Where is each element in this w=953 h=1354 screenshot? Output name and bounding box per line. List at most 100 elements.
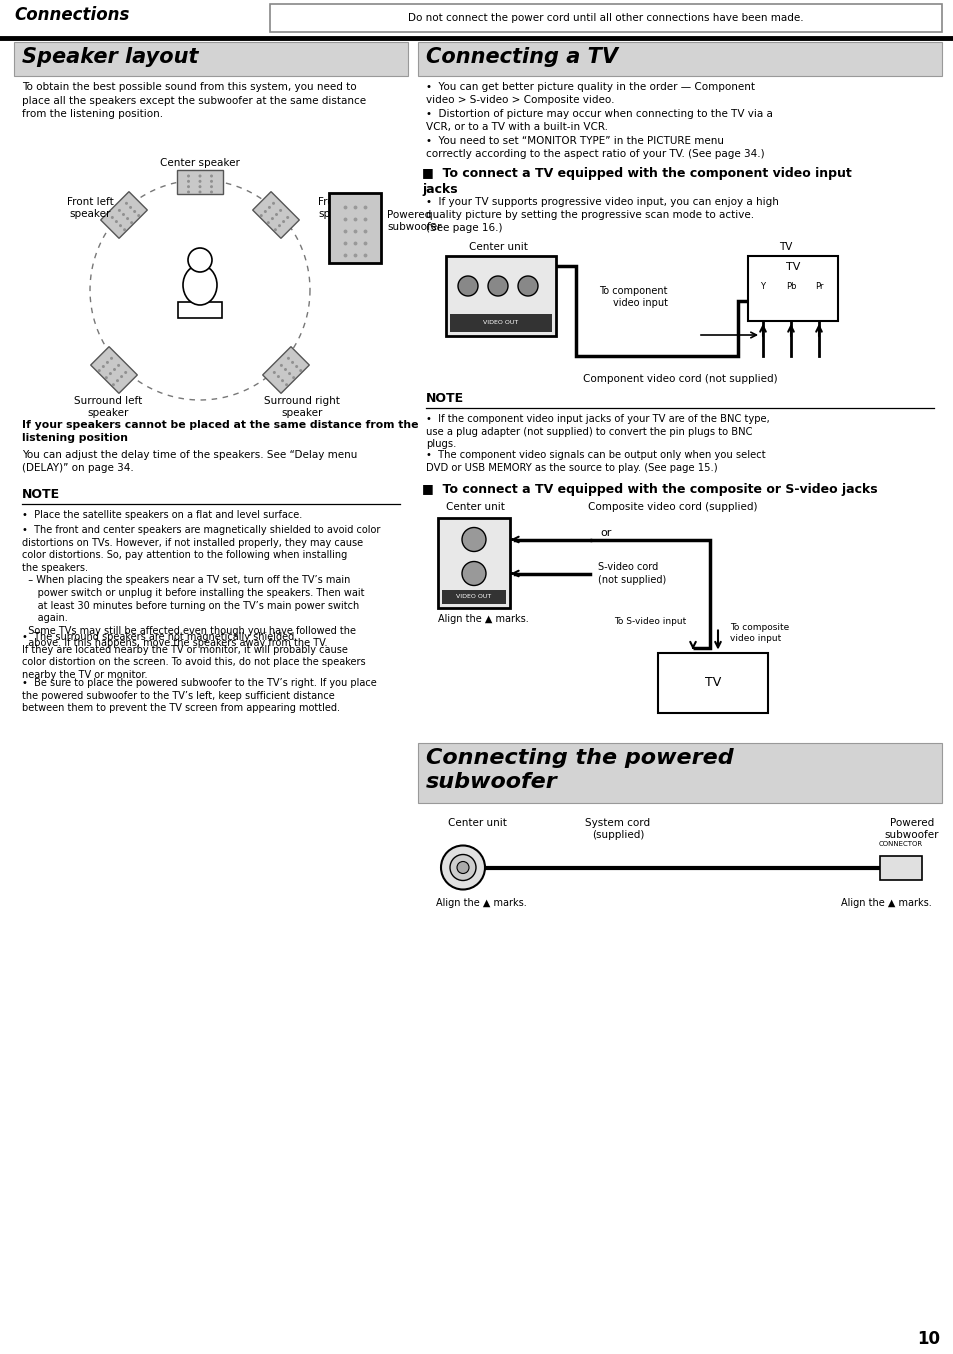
Circle shape [109, 372, 112, 375]
Circle shape [285, 383, 288, 386]
Circle shape [450, 854, 476, 880]
Text: Front left
speaker: Front left speaker [67, 196, 113, 219]
Circle shape [123, 229, 126, 232]
Circle shape [198, 180, 201, 183]
Text: To S-video input: To S-video input [613, 617, 685, 627]
Circle shape [198, 175, 201, 177]
Circle shape [299, 370, 302, 372]
Text: CONNECTOR: CONNECTOR [878, 841, 923, 848]
Text: •  If the component video input jacks of your TV are of the BNC type,
use a plug: • If the component video input jacks of … [426, 414, 769, 450]
Circle shape [268, 206, 271, 209]
Circle shape [210, 175, 213, 177]
Circle shape [137, 214, 140, 217]
Bar [417, 42, 941, 76]
Text: Surround right
speaker: Surround right speaker [264, 395, 339, 418]
Text: TV: TV [785, 263, 800, 272]
Circle shape [279, 209, 282, 213]
Circle shape [198, 185, 201, 188]
Text: S-video cord
(not supplied): S-video cord (not supplied) [598, 562, 665, 585]
Circle shape [187, 191, 190, 194]
Circle shape [112, 383, 114, 386]
Circle shape [97, 370, 101, 372]
Text: Align the ▲ marks.: Align the ▲ marks. [841, 898, 931, 907]
Text: •  If your TV supports progressive video input, you can enjoy a high
quality pic: • If your TV supports progressive video … [426, 196, 778, 233]
Bar [14, 42, 408, 76]
Circle shape [292, 376, 294, 379]
Circle shape [271, 217, 274, 221]
Bar [747, 256, 837, 321]
Text: •  The front and center speakers are magnetically shielded to avoid color
distor: • The front and center speakers are magn… [22, 525, 380, 649]
Text: TV: TV [779, 242, 792, 252]
Circle shape [288, 372, 291, 375]
Bar [450, 314, 552, 332]
Circle shape [119, 225, 122, 227]
Text: If your speakers cannot be placed at the same distance from the
listening positi: If your speakers cannot be placed at the… [22, 420, 418, 443]
Circle shape [274, 229, 276, 232]
Text: To component
video input: To component video input [598, 286, 667, 309]
Circle shape [273, 371, 275, 374]
Bar [417, 742, 941, 803]
Circle shape [294, 366, 298, 368]
Text: To composite
video input: To composite video input [729, 623, 788, 643]
Circle shape [106, 362, 109, 364]
Circle shape [440, 845, 484, 890]
Circle shape [457, 276, 477, 297]
Text: •  The surround speakers are not magnetically shielded.
If they are located near: • The surround speakers are not magnetic… [22, 632, 365, 680]
Bar [658, 653, 767, 712]
Text: Speaker layout: Speaker layout [22, 47, 198, 66]
Bar [879, 856, 921, 880]
Bar [437, 517, 510, 608]
Text: Pb: Pb [785, 282, 796, 291]
Circle shape [456, 861, 469, 873]
Text: Surround left
speaker: Surround left speaker [73, 395, 142, 418]
Text: Center speaker: Center speaker [160, 158, 240, 168]
Text: 10: 10 [916, 1330, 939, 1349]
Circle shape [264, 210, 267, 213]
Text: To obtain the best possible sound from this system, you need to
place all the sp: To obtain the best possible sound from t… [22, 83, 366, 119]
Text: Pr: Pr [814, 282, 822, 291]
Circle shape [198, 191, 201, 194]
Text: You can adjust the delay time of the speakers. See “Delay menu
(DELAY)” on page : You can adjust the delay time of the spe… [22, 450, 357, 473]
Bar [0, 0, 953, 38]
Circle shape [117, 364, 120, 367]
Text: Powered
subwoofer: Powered subwoofer [387, 210, 441, 232]
Circle shape [279, 364, 283, 367]
Text: Align the ▲ marks.: Align the ▲ marks. [437, 613, 528, 623]
Text: VIDEO OUT: VIDEO OUT [456, 594, 491, 598]
Bar [270, 4, 941, 32]
Circle shape [291, 362, 294, 364]
Circle shape [110, 357, 112, 360]
Circle shape [124, 371, 127, 374]
Bar [101, 192, 147, 238]
Circle shape [112, 368, 116, 371]
Circle shape [187, 180, 190, 183]
Text: Connecting a TV: Connecting a TV [426, 47, 618, 66]
Circle shape [130, 221, 133, 225]
Text: •  Distortion of picture may occur when connecting to the TV via a
VCR, or to a : • Distortion of picture may occur when c… [426, 110, 772, 133]
Text: or: or [599, 528, 611, 538]
Circle shape [276, 375, 279, 378]
Circle shape [284, 368, 287, 371]
Circle shape [105, 376, 108, 379]
Circle shape [122, 213, 125, 217]
Text: NOTE: NOTE [426, 393, 464, 405]
Bar [177, 171, 223, 194]
Circle shape [120, 375, 123, 378]
Text: NOTE: NOTE [22, 487, 60, 501]
Circle shape [102, 366, 105, 368]
Bar [441, 589, 505, 604]
Circle shape [118, 209, 121, 213]
Circle shape [488, 276, 507, 297]
Bar [329, 194, 380, 263]
Circle shape [286, 217, 289, 219]
Ellipse shape [183, 265, 216, 305]
Circle shape [282, 221, 285, 223]
Bar [178, 302, 222, 318]
Circle shape [281, 379, 284, 382]
Bar [253, 192, 299, 238]
Circle shape [210, 180, 213, 183]
Text: Connecting the powered
subwoofer: Connecting the powered subwoofer [426, 749, 733, 792]
Circle shape [187, 175, 190, 177]
Circle shape [187, 185, 190, 188]
Text: Composite video cord (supplied): Composite video cord (supplied) [587, 502, 757, 513]
